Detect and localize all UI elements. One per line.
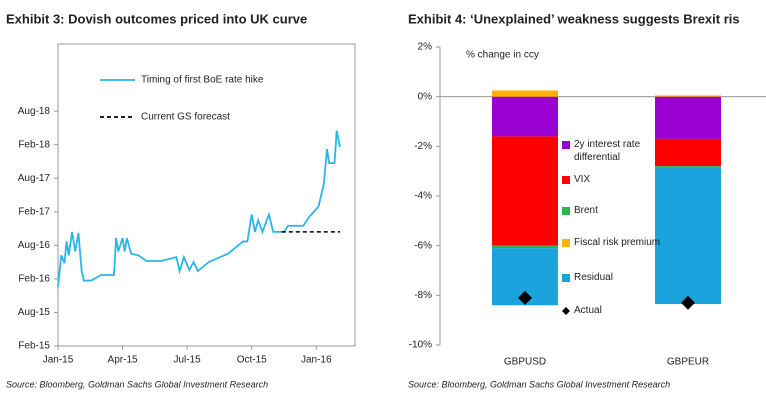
y-tick-label: 0%: [418, 91, 433, 102]
x-tick-label: Oct-15: [237, 355, 267, 366]
y-tick-label: Feb-18: [18, 139, 50, 150]
y-tick-label: Aug-18: [18, 106, 51, 117]
y-tick-label: Aug-17: [18, 173, 51, 184]
legend-item: 2y interest rate differential: [574, 139, 641, 163]
bar-segment: [492, 96, 558, 137]
y-tick-label: -4%: [414, 191, 432, 202]
y-tick-label: 2%: [418, 42, 433, 53]
y-tick-label: -8%: [414, 290, 432, 301]
legend-swatch: [562, 274, 570, 282]
legend-item: VIX: [574, 174, 591, 185]
legend-label: Residual: [574, 272, 613, 283]
x-tick-label: Jan-15: [43, 355, 74, 366]
bar-segment: [655, 166, 721, 168]
y-tick-label: -2%: [414, 141, 432, 152]
y-tick-label: -10%: [409, 340, 432, 351]
bar-segment: [492, 90, 558, 97]
bar-segment: [655, 96, 721, 139]
source: Source: Bloomberg, Goldman Sachs Global …: [6, 379, 268, 389]
y-tick-label: Feb-17: [18, 206, 50, 217]
legend-label: Brent: [574, 205, 598, 216]
marker: [681, 295, 695, 310]
legend-label: 2y interest rate differential: [574, 139, 641, 163]
legend-label: VIX: [574, 174, 591, 185]
bar-segment: [655, 167, 721, 305]
y-tick-label: Aug-15: [18, 307, 51, 318]
legend-label: Actual: [574, 305, 602, 316]
line: [57, 130, 341, 287]
bar-segment: [655, 95, 721, 97]
legend-label: Fiscal risk premium: [574, 237, 661, 248]
y-tick-label: Aug-16: [18, 240, 51, 251]
x-tick-label: Apr-15: [108, 355, 138, 366]
legend-item: Residual: [574, 272, 613, 283]
legend-swatch: [562, 239, 570, 247]
y-tick-label: Feb-16: [18, 274, 50, 285]
source: Source: Bloomberg, Goldman Sachs Global …: [408, 379, 670, 389]
chart-title: Exhibit 3: Dovish outcomes priced into U…: [6, 11, 307, 26]
y-tick-label: -6%: [414, 240, 432, 251]
legend-item: Actual: [574, 305, 602, 316]
x-tick-label: GBPEUR: [667, 357, 709, 368]
plot-frame: [57, 43, 356, 347]
annotation: % change in ccy: [466, 50, 539, 61]
x-tick-label: Jul-15: [174, 355, 202, 366]
legend-label: Timing of first BoE rate hike: [141, 75, 264, 86]
bar-segment: [492, 136, 558, 246]
marker: [518, 290, 532, 305]
legend-item: Fiscal risk premium: [574, 237, 661, 248]
x-tick-label: GBPUSD: [504, 357, 546, 368]
legend-swatch: [562, 176, 570, 184]
x-tick-label: Jan-16: [301, 355, 332, 366]
legend-swatch: [562, 307, 570, 315]
y-tick-label: Feb-15: [18, 341, 50, 352]
bar-segment: [492, 245, 558, 249]
legend-swatch: [562, 141, 570, 149]
chart-title: Exhibit 4: ‘Unexplained’ weakness sugges…: [408, 11, 740, 26]
legend-item: Brent: [574, 205, 598, 216]
bar-segment: [655, 138, 721, 167]
legend-swatch: [562, 207, 570, 215]
legend-label: Current GS forecast: [141, 112, 230, 123]
